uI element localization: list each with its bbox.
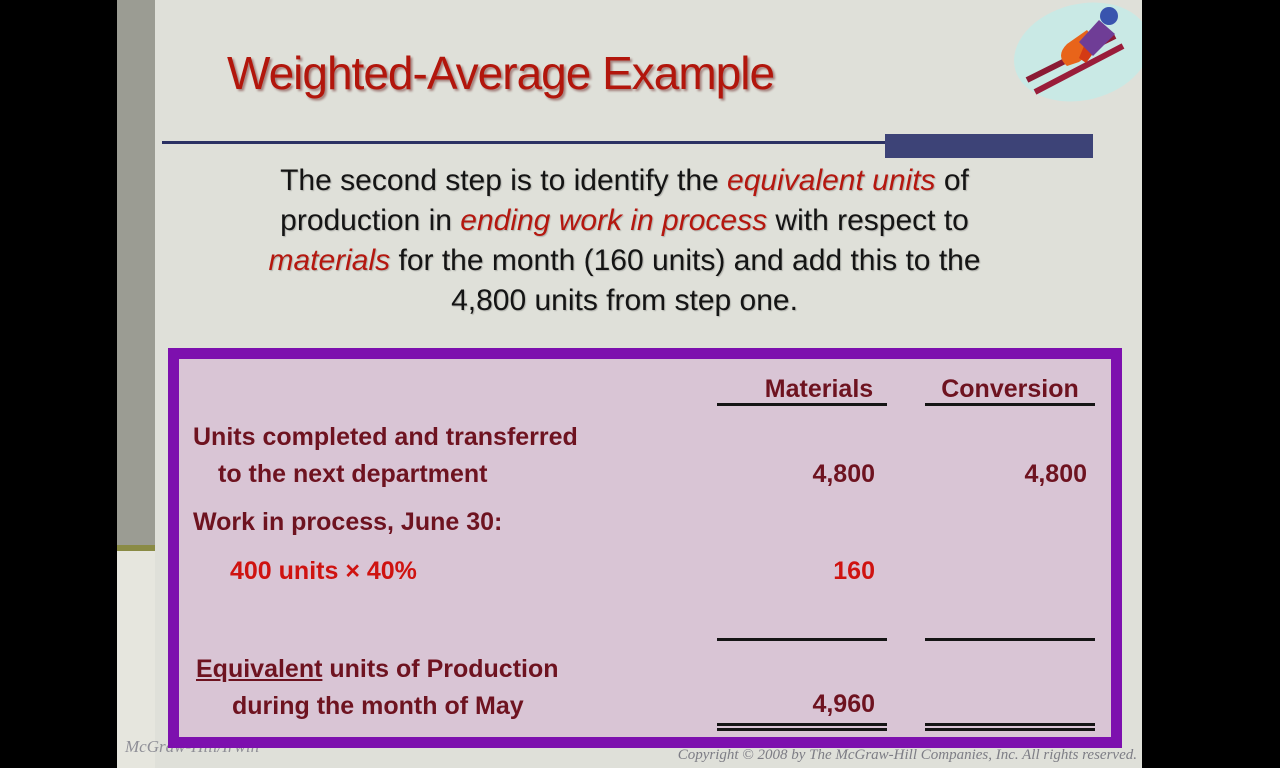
left-stripe-divider xyxy=(117,545,155,551)
intro-paragraph: The second step is to identify the equiv… xyxy=(172,161,1077,321)
column-header-materials: Materials xyxy=(764,375,874,403)
cell-value: 4,960 xyxy=(812,690,875,718)
text-segment: production in xyxy=(280,204,461,237)
header-rule-conversion xyxy=(925,403,1095,406)
row-label: to the next department xyxy=(218,460,488,488)
row-label-highlight: 400 units × 40% xyxy=(230,557,417,585)
ski-jumper-logo-icon xyxy=(1003,0,1142,116)
cell-value: 4,800 xyxy=(1024,460,1087,488)
text-segment: units of Production xyxy=(322,655,559,683)
underlined-word: Equivalent xyxy=(196,655,323,683)
subtotal-rule-conversion xyxy=(925,638,1095,641)
title-underline-rule xyxy=(162,141,1092,144)
ski-jumper-figure xyxy=(1025,7,1125,95)
emphasis-text: materials xyxy=(268,244,391,277)
paragraph-line-3: materials for the month (160 units) and … xyxy=(172,241,1077,281)
title-accent-block xyxy=(885,134,1093,158)
text-segment: with respect to xyxy=(767,204,969,237)
presentation-slide: Weighted-Average Example The second step… xyxy=(117,0,1142,768)
row-label: during the month of May xyxy=(232,692,524,720)
slide-title: Weighted-Average Example xyxy=(227,47,775,99)
text-segment: of xyxy=(935,164,969,197)
equivalent-units-table: Materials Conversion Units completed and… xyxy=(168,348,1122,748)
paragraph-line-4: 4,800 units from step one. xyxy=(172,281,1077,321)
copyright-notice: Copyright © 2008 by The McGraw-Hill Comp… xyxy=(677,747,1137,763)
cell-value-highlight: 160 xyxy=(833,557,875,585)
row-label: Work in process, June 30: xyxy=(193,508,503,536)
column-header-conversion: Conversion xyxy=(941,375,1079,403)
cell-value: 4,800 xyxy=(812,460,875,488)
emphasis-text: ending work in process xyxy=(460,204,768,237)
total-double-rule-materials xyxy=(717,723,887,731)
paragraph-line-1: The second step is to identify the equiv… xyxy=(172,161,1077,201)
row-label: Units completed and transferred xyxy=(193,423,578,451)
row-label: Equivalent units of Production xyxy=(196,655,559,684)
paragraph-line-2: production in ending work in process wit… xyxy=(172,201,1077,241)
text-segment: The second step is to identify the xyxy=(280,164,728,197)
left-stripe-lower xyxy=(117,551,155,768)
subtotal-rule-materials xyxy=(717,638,887,641)
emphasis-text: equivalent units xyxy=(727,164,936,197)
text-segment: 4,800 units from step one. xyxy=(451,284,798,317)
left-stripe xyxy=(117,0,155,545)
text-segment: for the month (160 units) and add this t… xyxy=(390,244,981,277)
header-rule-materials xyxy=(717,403,887,406)
total-double-rule-conversion xyxy=(925,723,1095,731)
